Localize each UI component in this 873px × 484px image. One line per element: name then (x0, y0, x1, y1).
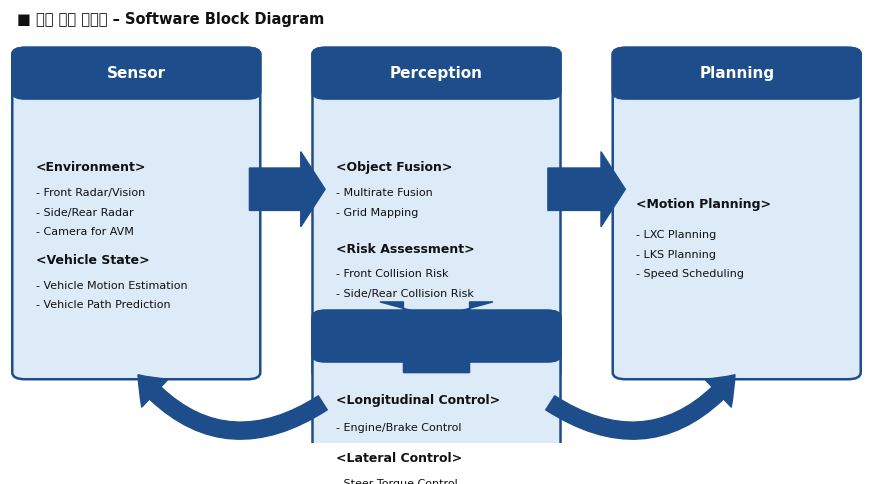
Text: - Speed Scheduling: - Speed Scheduling (636, 270, 744, 279)
Text: <Motion Planning>: <Motion Planning> (636, 198, 771, 211)
Text: Planning: Planning (699, 66, 774, 81)
Text: <Environment>: <Environment> (36, 161, 146, 174)
Text: - Side/Rear Radar: - Side/Rear Radar (36, 208, 134, 218)
Text: <Longitudinal Control>: <Longitudinal Control> (336, 393, 500, 407)
Text: - Camera for AVM: - Camera for AVM (36, 227, 134, 237)
FancyBboxPatch shape (313, 48, 560, 99)
Text: - Grid Mapping: - Grid Mapping (336, 208, 418, 218)
Text: - Engine/Brake Control: - Engine/Brake Control (336, 423, 462, 433)
FancyBboxPatch shape (613, 48, 861, 99)
Text: - Multirate Fusion: - Multirate Fusion (336, 188, 433, 198)
Text: Control: Control (405, 329, 468, 344)
FancyArrowPatch shape (546, 375, 735, 439)
Text: - Vehicle Motion Estimation: - Vehicle Motion Estimation (36, 281, 188, 290)
Text: ■ 최종 개발 시스템 – Software Block Diagram: ■ 최종 개발 시스템 – Software Block Diagram (17, 13, 324, 28)
FancyBboxPatch shape (313, 311, 560, 362)
FancyBboxPatch shape (12, 48, 260, 99)
Polygon shape (548, 151, 625, 227)
Text: <Risk Assessment>: <Risk Assessment> (336, 242, 475, 256)
Polygon shape (250, 151, 325, 227)
Polygon shape (380, 302, 493, 373)
FancyArrowPatch shape (138, 375, 327, 439)
Text: <Vehicle State>: <Vehicle State> (36, 254, 149, 267)
Text: - Steer Torque Control: - Steer Torque Control (336, 479, 457, 484)
Text: <Object Fusion>: <Object Fusion> (336, 161, 452, 174)
FancyBboxPatch shape (12, 48, 260, 379)
FancyBboxPatch shape (313, 48, 560, 379)
Text: Sensor: Sensor (107, 66, 166, 81)
Text: - LXC Planning: - LXC Planning (636, 230, 717, 240)
Text: - Front Collision Risk: - Front Collision Risk (336, 270, 449, 279)
FancyBboxPatch shape (613, 48, 861, 379)
Text: - LKS Planning: - LKS Planning (636, 250, 716, 260)
Text: - Side/Rear Collision Risk: - Side/Rear Collision Risk (336, 289, 474, 299)
Text: Perception: Perception (390, 66, 483, 81)
Text: - Front Radar/Vision: - Front Radar/Vision (36, 188, 145, 198)
Text: <Lateral Control>: <Lateral Control> (336, 452, 462, 465)
FancyBboxPatch shape (313, 311, 560, 484)
Text: - Vehicle Path Prediction: - Vehicle Path Prediction (36, 300, 170, 310)
